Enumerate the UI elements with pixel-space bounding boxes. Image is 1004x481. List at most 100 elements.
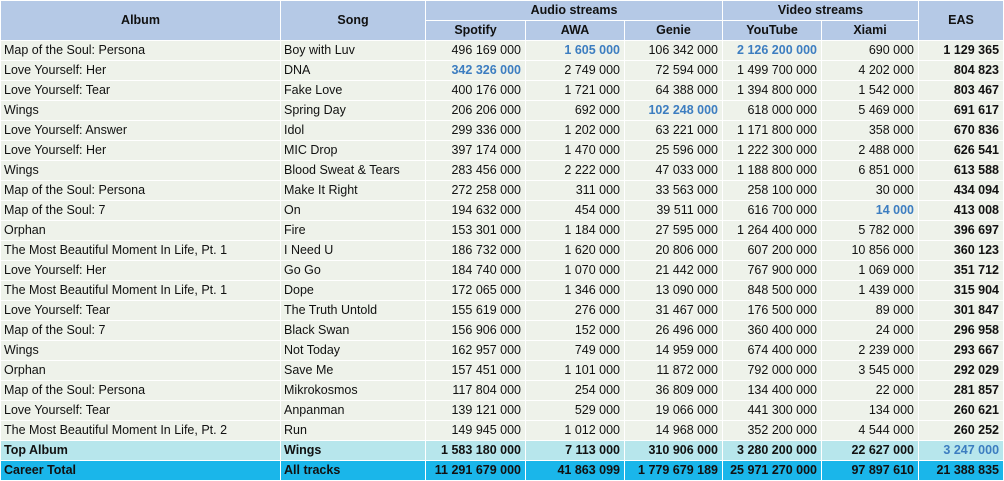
cell-spotify: 155 619 000	[425, 300, 526, 321]
cell-xiami: 1 069 000	[820, 260, 920, 281]
cell-album: Love Yourself: Her	[0, 260, 281, 281]
cell-genie: 36 809 000	[624, 380, 723, 401]
cell-song: Black Swan	[280, 320, 426, 341]
cell-spotify: 194 632 000	[425, 200, 526, 221]
header-row-platforms: Spotify AWA Genie YouTube Xiami	[1, 20, 1004, 41]
table-row: Map of the Soul: 7 Black Swan 156 906 000 1…	[0, 320, 1004, 341]
cell-genie: 64 388 000	[624, 80, 723, 101]
top-album-spotify: 1 583 180 000	[425, 440, 526, 461]
cell-awa: 311 000	[525, 180, 625, 201]
youtube-header: YouTube	[722, 20, 822, 41]
cell-album: Love Yourself: Tear	[0, 80, 281, 101]
cell-album: Orphan	[0, 220, 281, 241]
cell-spotify: 184 740 000	[425, 260, 526, 281]
cell-xiami: 89 000	[820, 300, 920, 321]
cell-awa: 1 070 000	[525, 260, 625, 281]
cell-song: MIC Drop	[280, 140, 426, 161]
cell-youtube: 441 300 000	[722, 400, 822, 421]
cell-song: Go Go	[280, 260, 426, 281]
cell-genie: 25 596 000	[624, 140, 723, 161]
cell-song: Spring Day	[280, 100, 426, 121]
cell-awa: 749 000	[525, 340, 625, 361]
cell-spotify: 149 945 000	[425, 420, 526, 441]
cell-album: The Most Beautiful Moment In Life, Pt. 1	[0, 240, 281, 261]
cell-genie: 14 959 000	[624, 340, 723, 361]
cell-genie: 33 563 000	[624, 180, 723, 201]
cell-xiami: 2 488 000	[820, 140, 920, 161]
cell-album: Love Yourself: Her	[0, 60, 281, 81]
cell-album: Map of the Soul: Persona	[0, 180, 281, 201]
cell-eas: 1 129 365	[918, 40, 1004, 61]
cell-youtube: 134 400 000	[722, 380, 822, 401]
cell-album: Orphan	[0, 360, 281, 381]
cell-xiami: 358 000	[820, 120, 920, 141]
cell-spotify: 397 174 000	[425, 140, 526, 161]
cell-eas: 670 836	[918, 120, 1004, 141]
cell-genie: 13 090 000	[624, 280, 723, 301]
top-album-youtube: 3 280 200 000	[722, 440, 822, 461]
table-row: Love Yourself: Tear Fake Love 400 176 000 1…	[0, 80, 1004, 101]
cell-song: Fake Love	[280, 80, 426, 101]
cell-album: The Most Beautiful Moment In Life, Pt. 1	[0, 280, 281, 301]
cell-awa: 1 012 000	[525, 420, 625, 441]
cell-spotify: 283 456 000	[425, 160, 526, 181]
cell-awa: 254 000	[525, 380, 625, 401]
table-row: Love Yourself: Tear Anpanman 139 121 000 52…	[0, 400, 1004, 421]
video-streams-header: Video streams	[721, 0, 920, 21]
cell-genie: 19 066 000	[624, 400, 723, 421]
cell-spotify: 496 169 000	[425, 40, 526, 61]
cell-song: Dope	[280, 280, 426, 301]
cell-genie: 20 806 000	[624, 240, 723, 261]
cell-eas: 803 467	[918, 80, 1004, 101]
cell-genie: 31 467 000	[624, 300, 723, 321]
cell-youtube: 1 394 800 000	[722, 80, 822, 101]
career-total-genie: 1 779 679 189	[624, 460, 723, 481]
cell-youtube: 258 100 000	[722, 180, 822, 201]
cell-genie: 14 968 000	[624, 420, 723, 441]
cell-spotify: 117 804 000	[425, 380, 526, 401]
cell-youtube: 176 500 000	[722, 300, 822, 321]
cell-genie: 27 595 000	[624, 220, 723, 241]
awa-header: AWA	[525, 20, 625, 41]
genie-header: Genie	[624, 20, 723, 41]
cell-song: The Truth Untold	[280, 300, 426, 321]
album-header: Album	[0, 0, 281, 41]
cell-song: Run	[280, 420, 426, 441]
cell-song: I Need U	[280, 240, 426, 261]
cell-youtube: 1 222 300 000	[722, 140, 822, 161]
cell-eas: 292 029	[918, 360, 1004, 381]
cell-xiami: 4 544 000	[820, 420, 920, 441]
table-row: Orphan Save Me 157 451 000 1 101 000 11 872 …	[0, 360, 1004, 381]
cell-spotify: 156 906 000	[425, 320, 526, 341]
cell-song: Idol	[280, 120, 426, 141]
career-total-row: Career Total All tracks 11 291 679 000 4…	[0, 460, 1004, 481]
cell-youtube: 792 000 000	[722, 360, 822, 381]
table-row: Map of the Soul: Persona Boy with Luv 496 …	[0, 40, 1004, 61]
cell-youtube: 607 200 000	[722, 240, 822, 261]
cell-album: Wings	[0, 340, 281, 361]
cell-eas: 413 008	[918, 200, 1004, 221]
cell-album: Wings	[0, 100, 281, 121]
top-album-awa: 7 113 000	[525, 440, 625, 461]
cell-song: Anpanman	[280, 400, 426, 421]
cell-song: Fire	[280, 220, 426, 241]
cell-eas: 260 621	[918, 400, 1004, 421]
cell-eas: 301 847	[918, 300, 1004, 321]
cell-xiami: 3 545 000	[820, 360, 920, 381]
top-album-genie: 310 906 000	[624, 440, 723, 461]
top-album-label: Top Album	[0, 440, 281, 461]
cell-xiami: 1 439 000	[820, 280, 920, 301]
cell-song: Make It Right	[280, 180, 426, 201]
cell-xiami: 690 000	[820, 40, 920, 61]
cell-eas: 396 697	[918, 220, 1004, 241]
cell-genie: 26 496 000	[624, 320, 723, 341]
cell-eas: 315 904	[918, 280, 1004, 301]
cell-awa: 2 222 000	[525, 160, 625, 181]
cell-awa: 2 749 000	[525, 60, 625, 81]
cell-youtube: 616 700 000	[722, 200, 822, 221]
cell-genie: 39 511 000	[624, 200, 723, 221]
cell-awa: 1 721 000	[525, 80, 625, 101]
cell-genie: 63 221 000	[624, 120, 723, 141]
table-row: The Most Beautiful Moment In Life, Pt. 2…	[0, 420, 1004, 441]
